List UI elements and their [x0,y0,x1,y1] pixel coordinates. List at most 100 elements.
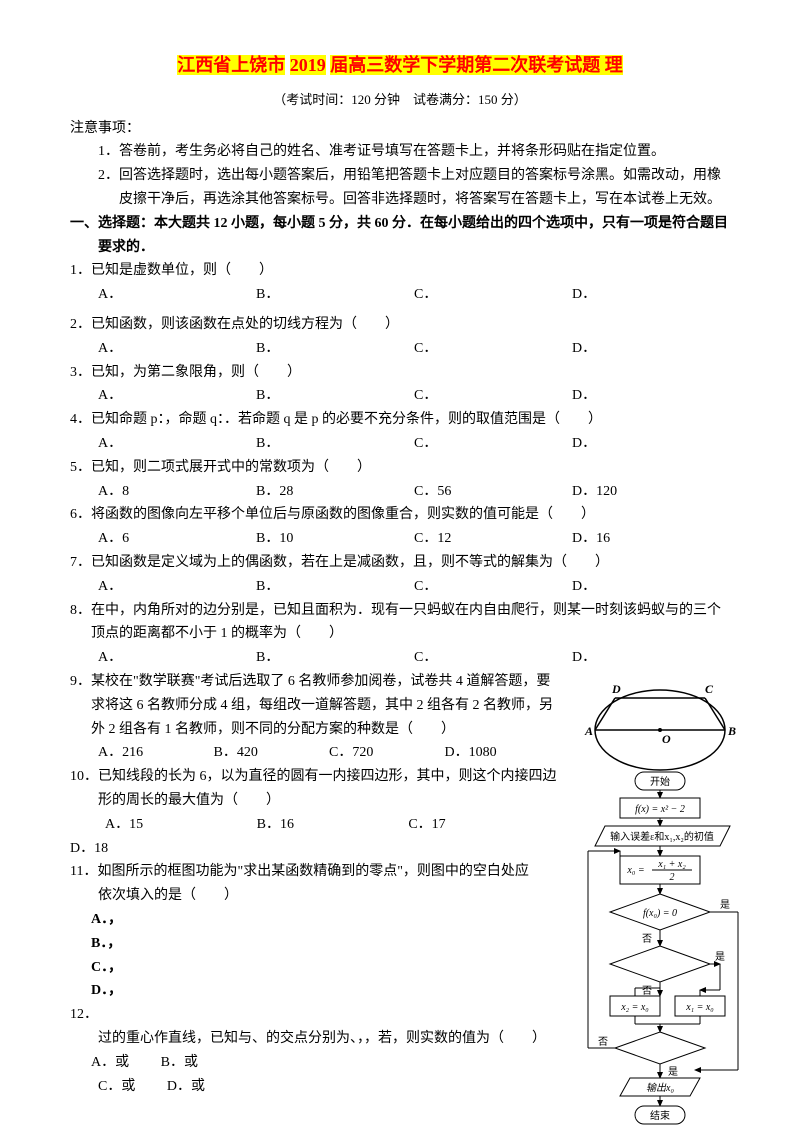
svg-text:x₂ = x₀: x₂ = x₀ [620,1002,649,1013]
svg-text:输入误差ε和x₁,x₂的初值: 输入误差ε和x₁,x₂的初值 [610,830,714,843]
q8: 8．在中，内角所对的边分别是，已知且面积为．现有一只蚂蚁在内自由爬行，则某一时刻… [70,599,730,647]
q12-num: 12． [70,1007,98,1022]
q4-opt-d: D． [572,432,730,456]
q6-opt-b: B．10 [256,527,414,551]
q8-num: 8． [70,603,91,618]
q3: 3．已知，为第二象限角，则（ ） [70,361,730,385]
subtitle: （考试时间：120 分钟 试卷满分：150 分） [70,89,730,111]
q12-opt-c: C．或 [98,1075,135,1099]
q5-opts: A．8 B．28 C．56 D．120 [70,480,730,504]
q4-opt-a: A． [98,432,256,456]
q6-opt-c: C．12 [414,527,572,551]
q11-text: 如图所示的框图功能为"求出某函数精确到的零点"，则图中的空白处应依次填入的是（ … [97,864,528,903]
q8-opt-b: B． [256,646,414,670]
q6-text: 将函数的图像向左平移个单位后与原函数的图像重合，则实数的值可能是（ ） [91,507,595,522]
svg-text:否: 否 [642,933,652,945]
q3-opts: A． B． C． D． [70,384,730,408]
q7-opt-a: A． [98,575,256,599]
q12-opt-d: D．或 [167,1075,205,1099]
q1-opt-a: A． [98,283,256,307]
q1-text: 已知是虚数单位，则（ ） [91,263,273,278]
q2-opt-d: D． [572,337,730,361]
q1-opt-b: B． [256,283,414,307]
label-d: D [611,682,621,696]
svg-text:x₁ = x₀: x₁ = x₀ [685,1002,714,1013]
page-title: 江西省上饶市 2019 届高三数学下学期第二次联考试题 理 [70,50,730,81]
svg-text:结束: 结束 [650,1109,670,1122]
q7-opt-b: B． [256,575,414,599]
q1-opts: A． B． C． D． [70,283,730,307]
q8-opt-a: A． [98,646,256,670]
title-hl-3: 届高三数学下学期第二次联考试题 理 [330,55,623,75]
q3-text: 已知，为第二象限角，则（ ） [91,365,301,380]
q6-opt-a: A．6 [98,527,256,551]
q9-opt-d: D．1080 [445,741,561,765]
q9-text: 某校在"数学联赛"考试后选取了 6 名教师参加阅卷，试卷共 4 道解答题，要求将… [91,674,553,737]
q12-opt-a: A．或 [91,1051,129,1075]
q5: 5．已知，则二项式展开式中的常数项为（ ） [70,456,730,480]
q12-opt-b: B．或 [161,1051,198,1075]
svg-text:否: 否 [598,1036,608,1048]
q10-opt-a: A．15 [105,813,257,837]
q3-opt-d: D． [572,384,730,408]
q2-opts: A． B． C． D． [70,337,730,361]
q5-num: 5． [70,460,91,475]
q1-opt-c: C． [414,283,572,307]
q6-opts: A．6 B．10 C．12 D．16 [70,527,730,551]
q2-opt-b: B． [256,337,414,361]
q7-num: 7． [70,555,91,570]
notice-item-2: 2．回答选择题时，选出每小题答案后，用铅笔把答题卡上对应题目的答案标号涂黑。如需… [70,164,730,212]
q7: 7．已知函数是定义域为上的偶函数，若在上是减函数，且，则不等式的解集为（ ） [70,551,730,575]
circle-figure: D C A O B [580,680,745,784]
q7-opts: A． B． C． D． [70,575,730,599]
q10-num: 10． [70,769,98,784]
q3-num: 3． [70,365,91,380]
svg-text:f(x₀) = 0: f(x₀) = 0 [643,908,677,919]
q5-opt-d: D．120 [572,480,730,504]
notice-item-1: 1．答卷前，考生务必将自己的姓名、准考证号填写在答题卡上，并将条形码贴在指定位置… [70,140,730,164]
q11-num: 11． [70,864,97,879]
svg-text:开始: 开始 [650,775,670,788]
q10-text: 已知线段的长为 6，以为直径的圆有一内接四边形，其中，则这个内接四边形的周长的最… [98,769,557,808]
svg-text:输出x₀: 输出x₀ [646,1082,674,1094]
q1-num: 1． [70,263,91,278]
label-a: A [584,724,593,738]
section-1-head: 一、选择题：本大题共 12 小题，每小题 5 分，共 60 分．在每小题给出的四… [70,212,730,260]
svg-text:x₁ + x₂: x₁ + x₂ [657,859,686,870]
q8-opt-c: C． [414,646,572,670]
q9-opt-c: C．720 [329,741,445,765]
q9-opt-a: A．216 [98,741,214,765]
q6: 6．将函数的图像向左平移个单位后与原函数的图像重合，则实数的值可能是（ ） [70,503,730,527]
q8-opts: A． B． C． D． [70,646,730,670]
label-o: O [662,732,671,746]
q7-opt-d: D． [572,575,730,599]
flowchart-figure: 开始 f(x) = x² − 2 输入误差ε和x₁,x₂的初值 x₀ = x₁ … [580,770,745,1139]
q1-opt-d: D． [572,283,730,307]
svg-text:是: 是 [668,1066,678,1078]
svg-text:2: 2 [670,872,675,883]
label-b: B [727,724,736,738]
q12-text: 过的重心作直线，已知与、的交点分别为、，，若，则实数的值为（ ） [98,1031,546,1046]
q5-text: 已知，则二项式展开式中的常数项为（ ） [91,460,371,475]
q2-text: 已知函数，则该函数在点处的切线方程为（ ） [91,317,399,332]
q8-text: 在中，内角所对的边分别是，已知且面积为．现有一只蚂蚁在内自由爬行，则某一时刻该蚂… [91,603,721,642]
title-hl-1: 江西省上饶市 [177,55,285,75]
q2-num: 2． [70,317,91,332]
q2-opt-c: C． [414,337,572,361]
title-hl-2: 2019 [290,55,326,75]
q4-num: 4． [70,412,91,427]
q6-num: 6． [70,507,91,522]
q4-opt-b: B． [256,432,414,456]
q2-opt-a: A． [98,337,256,361]
q3-opt-c: C． [414,384,572,408]
svg-text:x₀ =: x₀ = [626,865,644,876]
svg-text:否: 否 [642,985,652,997]
q5-opt-a: A．8 [98,480,256,504]
q4-opt-c: C． [414,432,572,456]
q6-opt-d: D．16 [572,527,730,551]
q2: 2．已知函数，则该函数在点处的切线方程为（ ） [70,313,730,337]
q10-opt-c: C．17 [408,813,560,837]
svg-text:是: 是 [720,899,730,911]
q3-opt-a: A． [98,384,256,408]
q8-opt-d: D． [572,646,730,670]
